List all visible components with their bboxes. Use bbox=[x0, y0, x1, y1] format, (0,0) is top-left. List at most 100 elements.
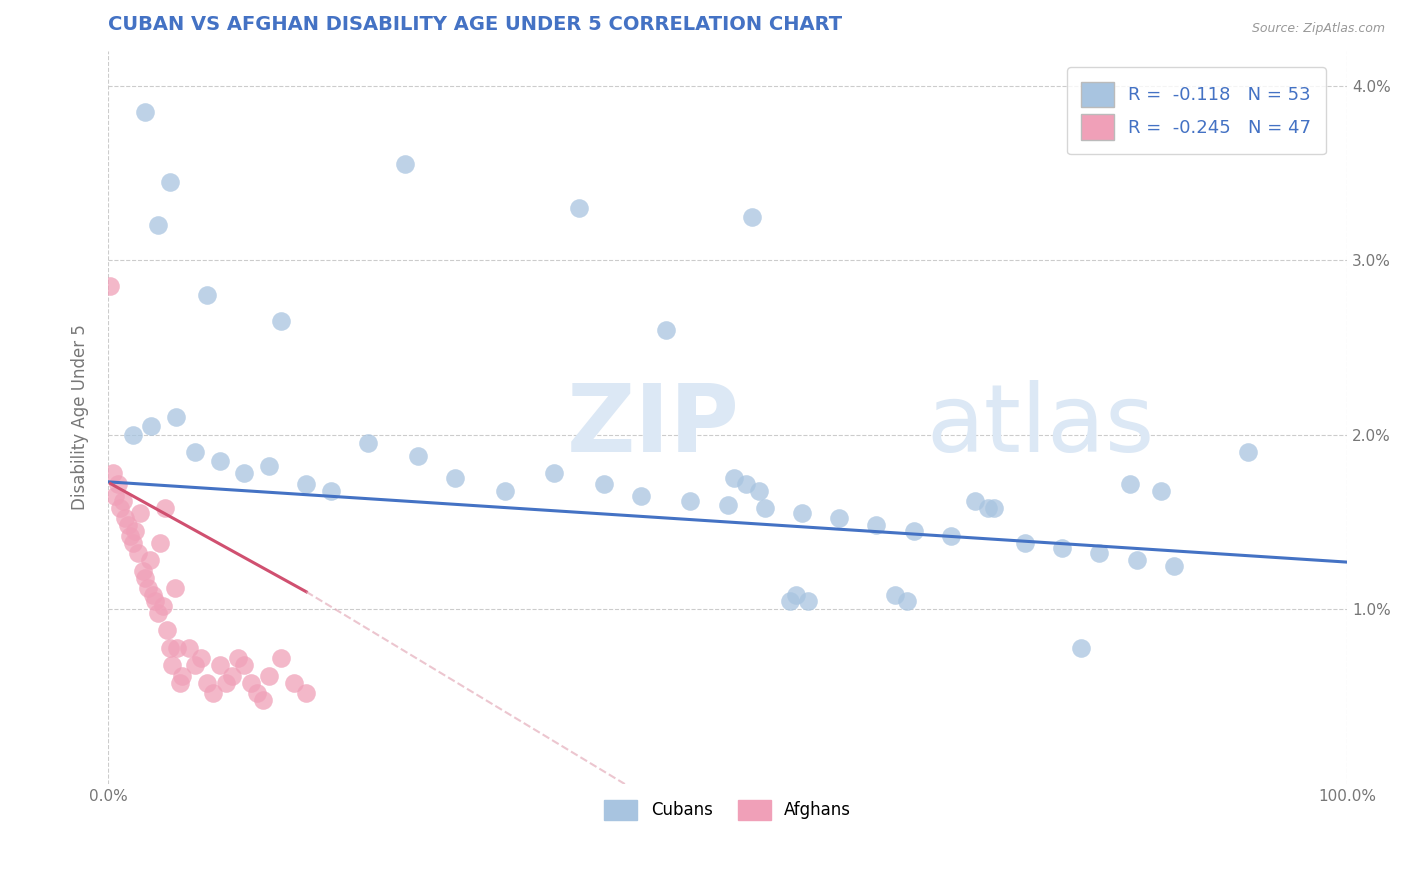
Point bbox=[884, 588, 907, 602]
Point bbox=[357, 436, 380, 450]
Point bbox=[790, 506, 813, 520]
Point bbox=[444, 471, 467, 485]
Point bbox=[319, 483, 342, 498]
Text: CUBAN VS AFGHAN DISABILITY AGE UNDER 5 CORRELATION CHART: CUBAN VS AFGHAN DISABILITY AGE UNDER 5 C… bbox=[108, 15, 842, 34]
Point bbox=[1050, 541, 1073, 556]
Point bbox=[100, 279, 122, 293]
Point bbox=[246, 686, 269, 700]
Point bbox=[406, 449, 429, 463]
Point bbox=[166, 640, 188, 655]
Point bbox=[121, 427, 143, 442]
Point bbox=[865, 518, 887, 533]
Point bbox=[630, 489, 652, 503]
Point bbox=[828, 511, 851, 525]
Point bbox=[124, 524, 146, 538]
Point bbox=[754, 501, 776, 516]
Point bbox=[252, 693, 274, 707]
Point bbox=[1125, 553, 1147, 567]
Point bbox=[152, 599, 174, 613]
Point bbox=[136, 582, 159, 596]
Point bbox=[114, 511, 136, 525]
Point bbox=[717, 498, 740, 512]
Point bbox=[896, 593, 918, 607]
Point bbox=[226, 651, 249, 665]
Point bbox=[156, 623, 179, 637]
Point bbox=[233, 658, 256, 673]
Point bbox=[233, 466, 256, 480]
Point bbox=[965, 494, 987, 508]
Point bbox=[735, 476, 758, 491]
Point bbox=[184, 658, 207, 673]
Point bbox=[111, 494, 134, 508]
Point bbox=[215, 675, 238, 690]
Text: atlas: atlas bbox=[927, 380, 1154, 472]
Point bbox=[1014, 536, 1036, 550]
Point bbox=[939, 529, 962, 543]
Point bbox=[195, 675, 218, 690]
Point bbox=[723, 471, 745, 485]
Point bbox=[494, 483, 516, 498]
Point bbox=[143, 593, 166, 607]
Point bbox=[142, 588, 165, 602]
Point bbox=[1163, 558, 1185, 573]
Text: Source: ZipAtlas.com: Source: ZipAtlas.com bbox=[1251, 22, 1385, 36]
Point bbox=[983, 501, 1005, 516]
Point bbox=[121, 536, 143, 550]
Point bbox=[679, 494, 702, 508]
Point bbox=[1088, 546, 1111, 560]
Point bbox=[1150, 483, 1173, 498]
Point bbox=[1070, 640, 1092, 655]
Point bbox=[117, 518, 139, 533]
Point bbox=[184, 445, 207, 459]
Point bbox=[543, 466, 565, 480]
Point bbox=[270, 314, 292, 328]
Point bbox=[159, 175, 181, 189]
Point bbox=[221, 668, 243, 682]
Text: ZIP: ZIP bbox=[567, 380, 740, 472]
Point bbox=[295, 686, 318, 700]
Point bbox=[146, 219, 169, 233]
Point bbox=[270, 651, 292, 665]
Point bbox=[134, 571, 156, 585]
Point bbox=[394, 157, 416, 171]
Legend: Cubans, Afghans: Cubans, Afghans bbox=[598, 793, 858, 827]
Point bbox=[107, 476, 129, 491]
Point bbox=[141, 419, 163, 434]
Point bbox=[257, 668, 280, 682]
Point bbox=[169, 675, 191, 690]
Point bbox=[903, 524, 925, 538]
Point bbox=[654, 323, 676, 337]
Point bbox=[592, 476, 614, 491]
Point bbox=[797, 593, 820, 607]
Point bbox=[127, 546, 149, 560]
Point bbox=[741, 210, 763, 224]
Point bbox=[239, 675, 262, 690]
Point bbox=[159, 640, 181, 655]
Point bbox=[101, 466, 124, 480]
Y-axis label: Disability Age Under 5: Disability Age Under 5 bbox=[72, 325, 89, 510]
Point bbox=[162, 658, 184, 673]
Point bbox=[202, 686, 225, 700]
Point bbox=[165, 410, 187, 425]
Point bbox=[134, 104, 156, 119]
Point bbox=[153, 501, 176, 516]
Point bbox=[208, 658, 231, 673]
Point bbox=[748, 483, 770, 498]
Point bbox=[120, 529, 142, 543]
Point bbox=[149, 536, 172, 550]
Point bbox=[295, 476, 318, 491]
Point bbox=[129, 506, 152, 520]
Point bbox=[195, 288, 218, 302]
Point bbox=[257, 459, 280, 474]
Point bbox=[110, 501, 132, 516]
Point bbox=[190, 651, 212, 665]
Point bbox=[283, 675, 305, 690]
Point bbox=[172, 668, 194, 682]
Point bbox=[208, 454, 231, 468]
Point bbox=[1237, 445, 1260, 459]
Point bbox=[779, 593, 801, 607]
Point bbox=[785, 588, 807, 602]
Point bbox=[568, 201, 591, 215]
Point bbox=[104, 489, 127, 503]
Point bbox=[177, 640, 200, 655]
